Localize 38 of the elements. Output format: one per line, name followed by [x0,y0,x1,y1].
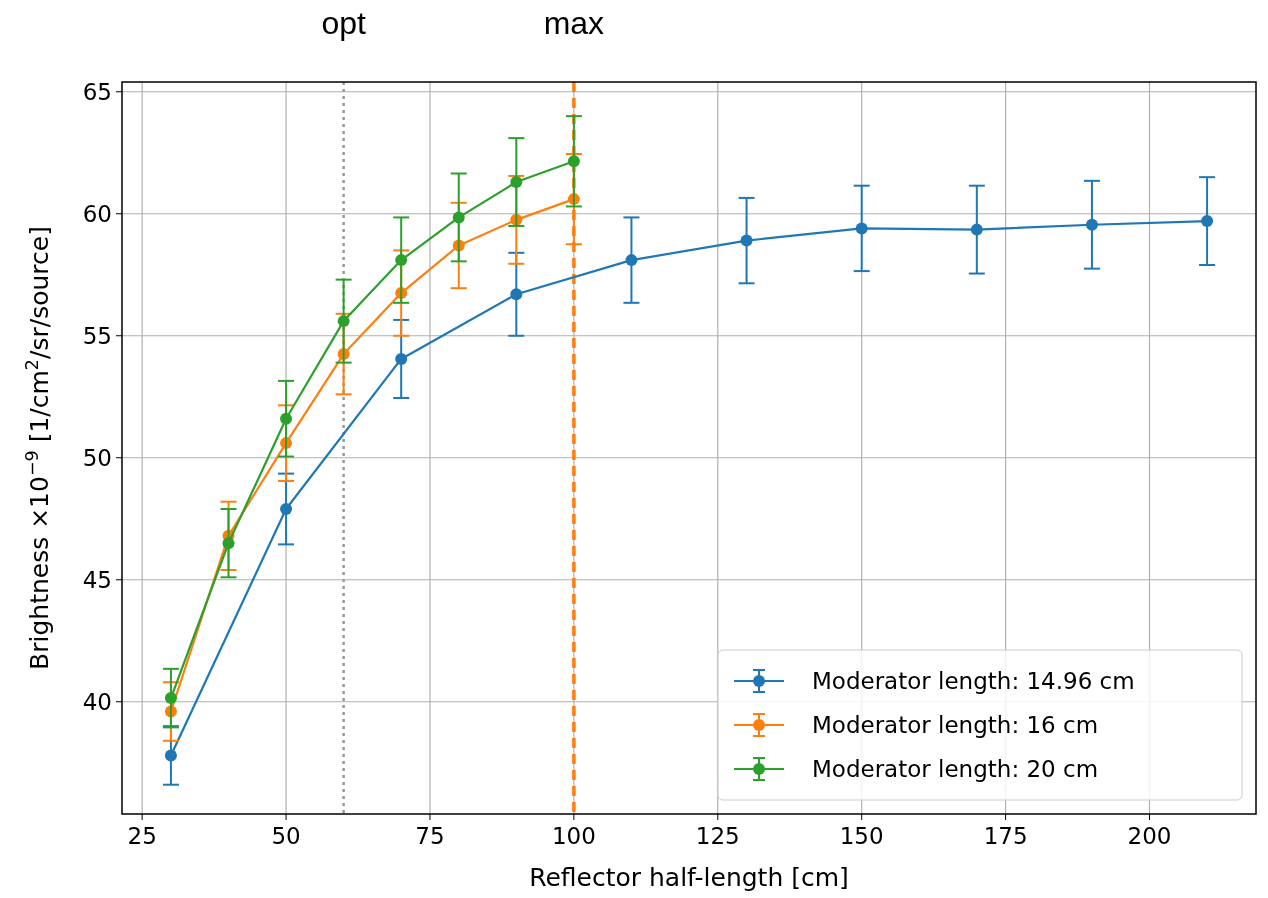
point [280,412,293,425]
point [164,749,177,762]
y-tick-label: 45 [82,566,112,593]
point [510,288,523,301]
point [510,176,523,189]
point [625,254,638,267]
y-tick-label: 40 [82,688,112,715]
point [1201,215,1214,228]
point [567,155,580,168]
legend-label: Moderator length: 20 cm [812,756,1099,782]
point [395,352,408,365]
point [164,692,177,705]
point [280,503,293,515]
point [452,211,465,224]
ref-line-label: opt [321,5,366,41]
x-tick-label: 75 [415,823,445,849]
legend-label: Moderator length: 16 cm [812,712,1099,738]
point [395,254,408,267]
ref-line-label: max [543,5,605,41]
x-tick-label: 200 [1127,823,1172,849]
point [855,222,868,235]
point [222,537,235,550]
x-tick-label: 175 [983,823,1028,849]
y-tick-label: 65 [82,78,112,105]
x-tick-label: 100 [551,823,596,849]
x-tick-label: 125 [695,823,740,849]
point [337,315,350,328]
y-tick-label: 55 [82,322,112,349]
x-tick-label: 50 [271,823,301,849]
point [970,223,983,236]
legend-label: Moderator length: 14.96 cm [812,668,1135,694]
x-tick-label: 25 [127,823,157,849]
y-tick-label: 50 [82,444,112,471]
y-tick-label: 60 [82,200,112,227]
x-axis-title: Reflector half-length [cm] [529,863,849,892]
x-tick-label: 150 [839,823,884,849]
point [740,234,753,247]
point [1085,218,1098,231]
